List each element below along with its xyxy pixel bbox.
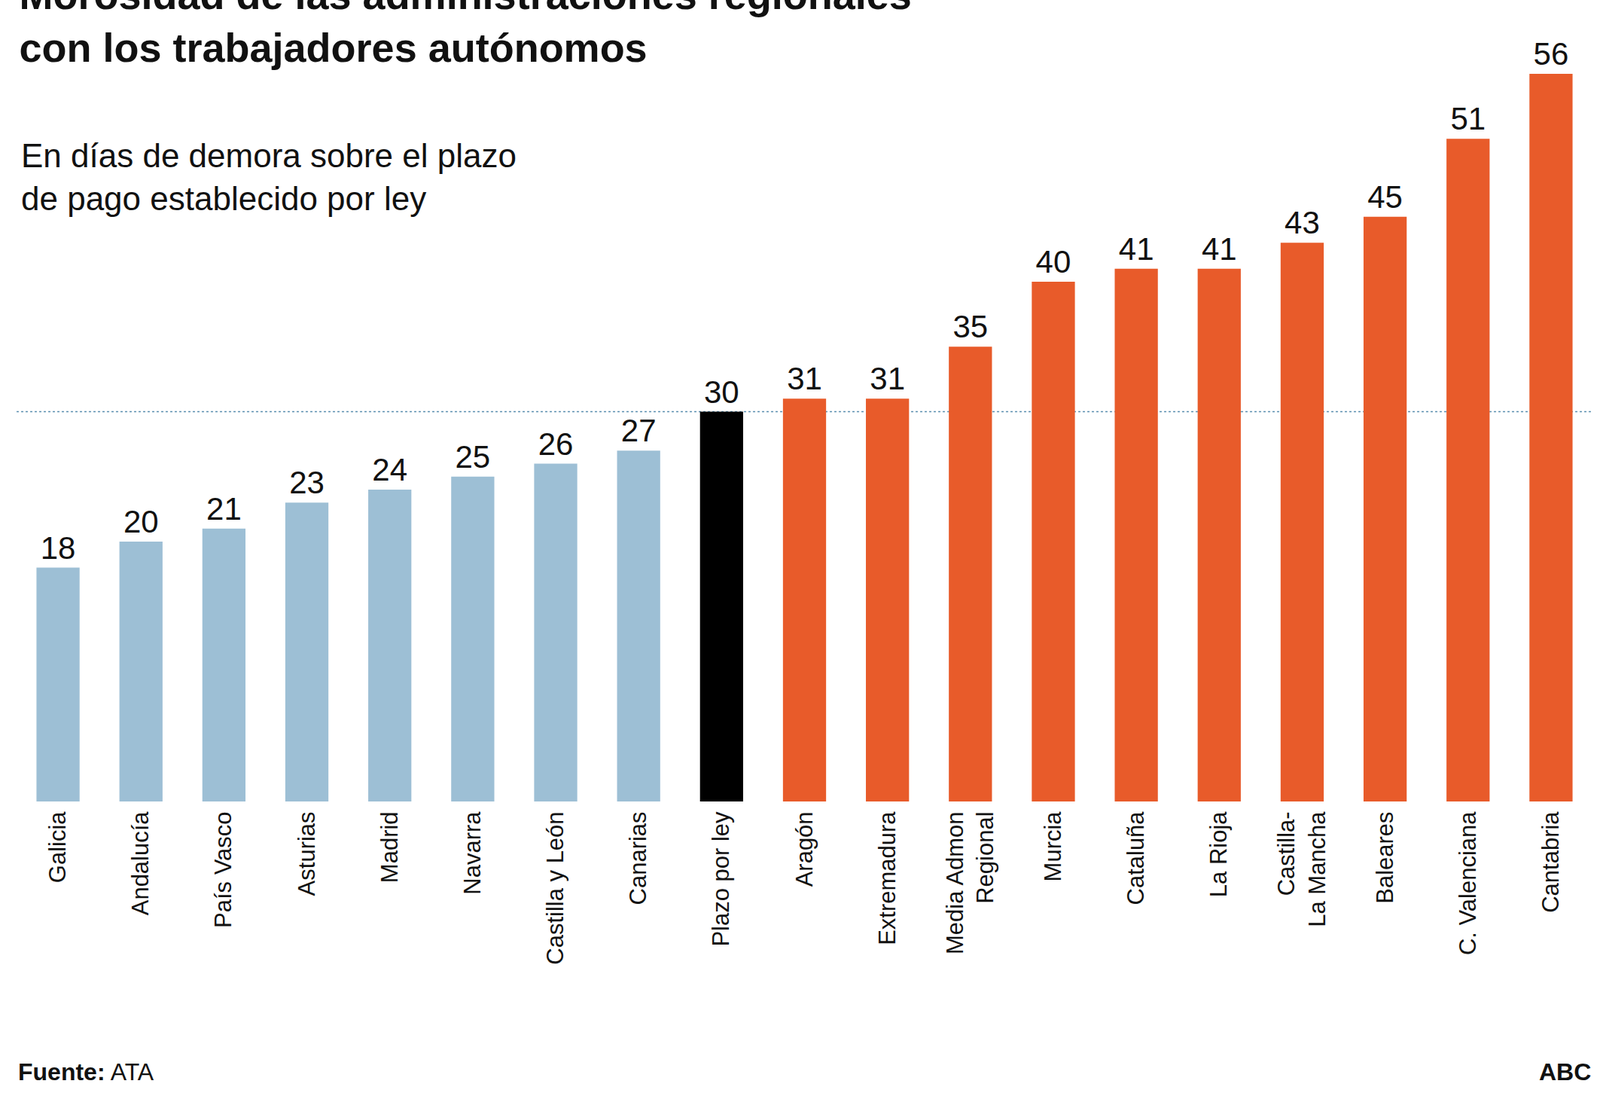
svg-text:ABC: ABC [1539,1057,1591,1085]
svg-text:23: 23 [289,464,325,500]
svg-text:18: 18 [40,530,77,566]
svg-text:Media AdmonRegional: Media AdmonRegional [941,810,999,954]
svg-text:Navarra: Navarra [459,810,486,895]
svg-text:35: 35 [952,308,988,345]
svg-text:Aragón: Aragón [791,810,818,887]
svg-text:País Vasco: País Vasco [210,810,237,928]
svg-text:Baleares: Baleares [1371,810,1399,903]
svg-text:Castilla y León: Castilla y León [542,810,569,964]
svg-text:21: 21 [206,490,242,527]
svg-text:31: 31 [786,360,823,397]
svg-text:25: 25 [455,438,491,475]
svg-text:31: 31 [869,360,906,397]
svg-text:Fuente: ATA: Fuente: ATA [18,1057,155,1085]
svg-text:Canarias: Canarias [624,810,652,905]
svg-text:24: 24 [371,451,408,488]
svg-text:51: 51 [1450,100,1486,137]
svg-text:43: 43 [1284,204,1320,241]
svg-text:Extremadura: Extremadura [874,810,901,945]
svg-text:20: 20 [123,503,159,540]
svg-text:40: 40 [1036,243,1072,280]
svg-text:Andalucía: Andalucía [127,810,154,916]
svg-text:41: 41 [1118,231,1155,267]
svg-text:45: 45 [1367,179,1403,215]
svg-text:Asturias: Asturias [293,810,320,896]
svg-text:27: 27 [621,412,657,448]
svg-text:Madrid: Madrid [376,810,403,883]
svg-text:En días de demora sobre el pla: En días de demora sobre el plazode pago … [21,137,517,217]
svg-text:Morosidad de las administracio: Morosidad de las administraciones region… [19,0,912,71]
svg-text:41: 41 [1201,231,1238,267]
svg-text:Cantabria: Cantabria [1537,810,1564,913]
svg-text:30: 30 [704,374,740,410]
svg-text:Cataluña: Cataluña [1122,810,1149,906]
svg-text:C. Valenciana: C. Valenciana [1454,810,1482,955]
svg-text:Murcia: Murcia [1039,810,1067,882]
svg-text:Galicia: Galicia [44,810,71,884]
svg-text:56: 56 [1533,36,1570,72]
svg-text:La Rioja: La Rioja [1205,810,1232,897]
svg-text:Plazo por ley: Plazo por ley [707,810,735,947]
svg-text:26: 26 [538,426,574,462]
svg-text:Castilla-La Mancha: Castilla-La Mancha [1273,810,1330,927]
